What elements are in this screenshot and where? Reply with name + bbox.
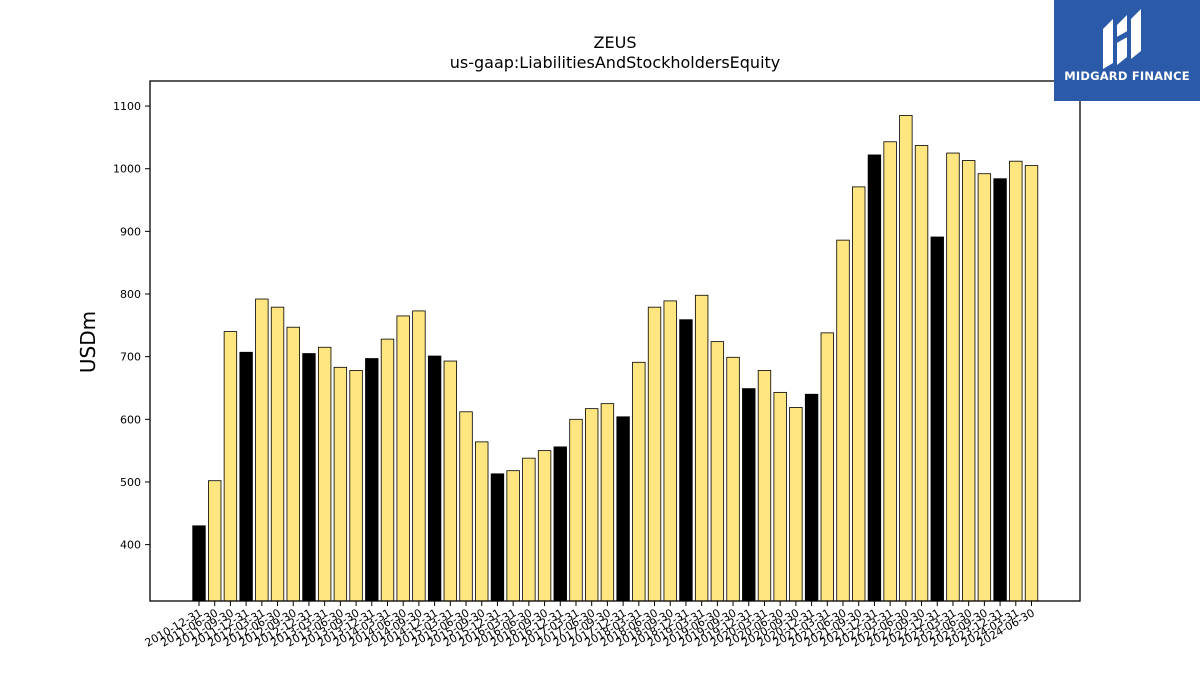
bar-2023-06-30 [961,160,976,602]
y-axis-label: USDm [76,311,100,373]
bar-2016-03-31 [506,470,520,602]
y-tick-label: 1000 [113,163,141,176]
bar-2012-12-31 [302,353,316,602]
bar-2022-09-30 [914,145,929,602]
bar-2017-03-31 [569,418,583,602]
bar-2017-06-30 [585,408,599,602]
y-tick-label: 400 [120,539,141,552]
bar-2022-12-31 [930,236,944,602]
bar-2021-09-30 [852,186,866,602]
bar-2011-09-30 [223,331,238,602]
bar-2010-12-31 [192,525,206,602]
chart-title: ZEUS [594,33,637,52]
y-axis: 400 500 600 700 800 900 1000 1100 [113,100,150,552]
bar-2013-03-31 [317,346,332,602]
bar-2016-06-30 [522,457,536,602]
y-tick-label: 500 [120,476,141,489]
bar-2020-03-31 [757,370,772,602]
bar-2012-09-30 [286,326,300,602]
y-tick-label: 900 [120,225,141,238]
bar-2015-06-30 [459,411,473,602]
y-tick-label: 1100 [113,100,141,113]
midgard-logo-icon [1103,9,1141,69]
bar-2018-03-31 [632,361,646,602]
bar-2015-09-30 [475,441,489,602]
bar-2024-03-31 [1009,160,1023,602]
bar-2017-12-31 [616,416,630,602]
y-tick-label: 600 [120,413,141,426]
bar-2023-12-31 [993,178,1007,602]
brand-logo: MIDGARD FINANCE [1054,0,1200,101]
x-axis: 2010-12-312011-06-302011-09-302011-12-31… [143,601,1037,650]
y-tick-label: 700 [120,351,141,364]
chart-subtitle: us-gaap:LiabilitiesAndStockholdersEquity [450,53,781,72]
bar-2017-09-30 [600,403,615,602]
bar-2019-09-30 [726,356,740,602]
bar-2014-03-31 [380,338,395,602]
bar-2023-09-30 [977,173,992,602]
brand-name: MIDGARD FINANCE [1064,69,1190,83]
bar-2022-03-31 [883,141,897,602]
bar-2019-06-30 [710,341,725,602]
bar-2013-06-30 [333,366,348,602]
bar-2018-12-31 [679,319,693,602]
bar-2020-12-31 [804,393,819,602]
bar-2014-09-30 [412,310,426,602]
bars-layer [192,115,1039,602]
bar-2018-09-30 [663,300,677,602]
bar-2012-03-31 [255,298,269,602]
bar-2014-12-31 [427,355,442,602]
y-tick-label: 800 [120,288,141,301]
bar-2011-06-30 [208,480,222,602]
bar-2019-03-31 [694,294,709,602]
bar-2020-09-30 [789,407,803,602]
bar-2021-12-31 [867,154,882,602]
bar-2024-06-30 [1024,165,1039,602]
bar-2022-06-30 [899,115,913,602]
bar-2011-12-31 [239,351,253,602]
bar-2021-03-31 [820,332,834,602]
bar-2013-12-31 [365,358,379,602]
bar-2018-06-30 [647,306,662,602]
bar-2019-12-31 [742,388,756,602]
bar-2015-12-31 [490,473,505,602]
bar-2016-12-31 [553,446,567,602]
plot-frame [149,80,1081,602]
bar-2023-03-31 [946,152,960,602]
bar-2015-03-31 [443,360,458,602]
bar-2021-06-30 [836,239,850,602]
bar-2020-06-30 [773,391,787,602]
bar-2014-06-30 [396,315,410,602]
bar-2012-06-30 [270,306,285,602]
bar-2013-09-30 [349,370,363,602]
bar-2016-09-30 [537,450,552,602]
